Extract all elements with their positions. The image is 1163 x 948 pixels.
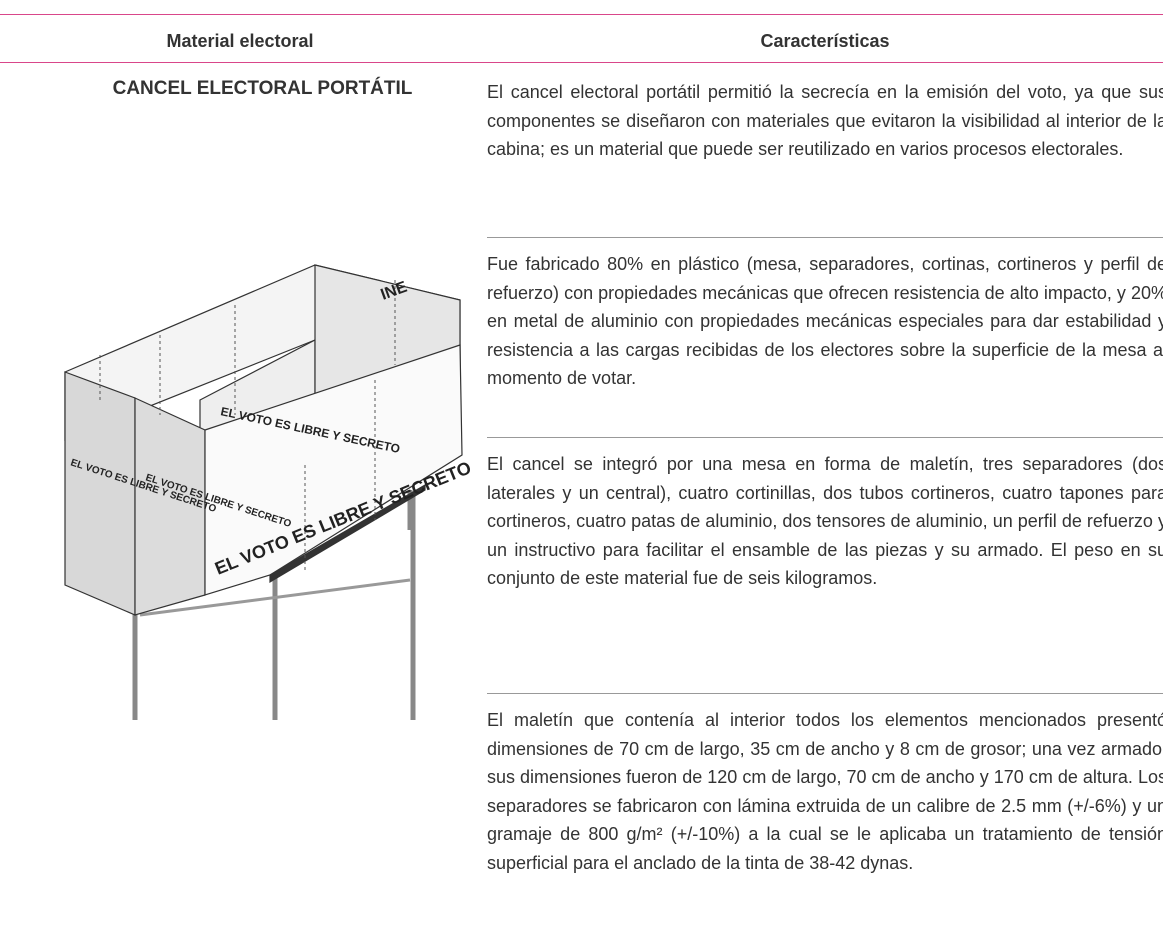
- top-rule: [0, 14, 1163, 15]
- paragraph: El cancel se integró por una mesa en for…: [487, 454, 1163, 588]
- header-cell: Material electoral: [166, 31, 314, 51]
- paragraph: El cancel electoral portátil permitió la…: [487, 82, 1163, 159]
- cancel-illustration: EL VOTO ES LIBRE Y SECRETO EL VOTO ES LI…: [64, 264, 474, 720]
- separator: [487, 693, 1163, 694]
- item-title: CANCEL ELECTORAL PORTÁTIL: [112, 78, 413, 99]
- separator: [487, 237, 1163, 238]
- header-cell: Características: [760, 31, 890, 51]
- header-rule: [0, 62, 1163, 63]
- separator: [487, 437, 1163, 438]
- paragraph: Fue fabricado 80% en plástico (mesa, sep…: [487, 254, 1163, 388]
- paragraph: El maletín que contenía al interior todo…: [487, 710, 1163, 873]
